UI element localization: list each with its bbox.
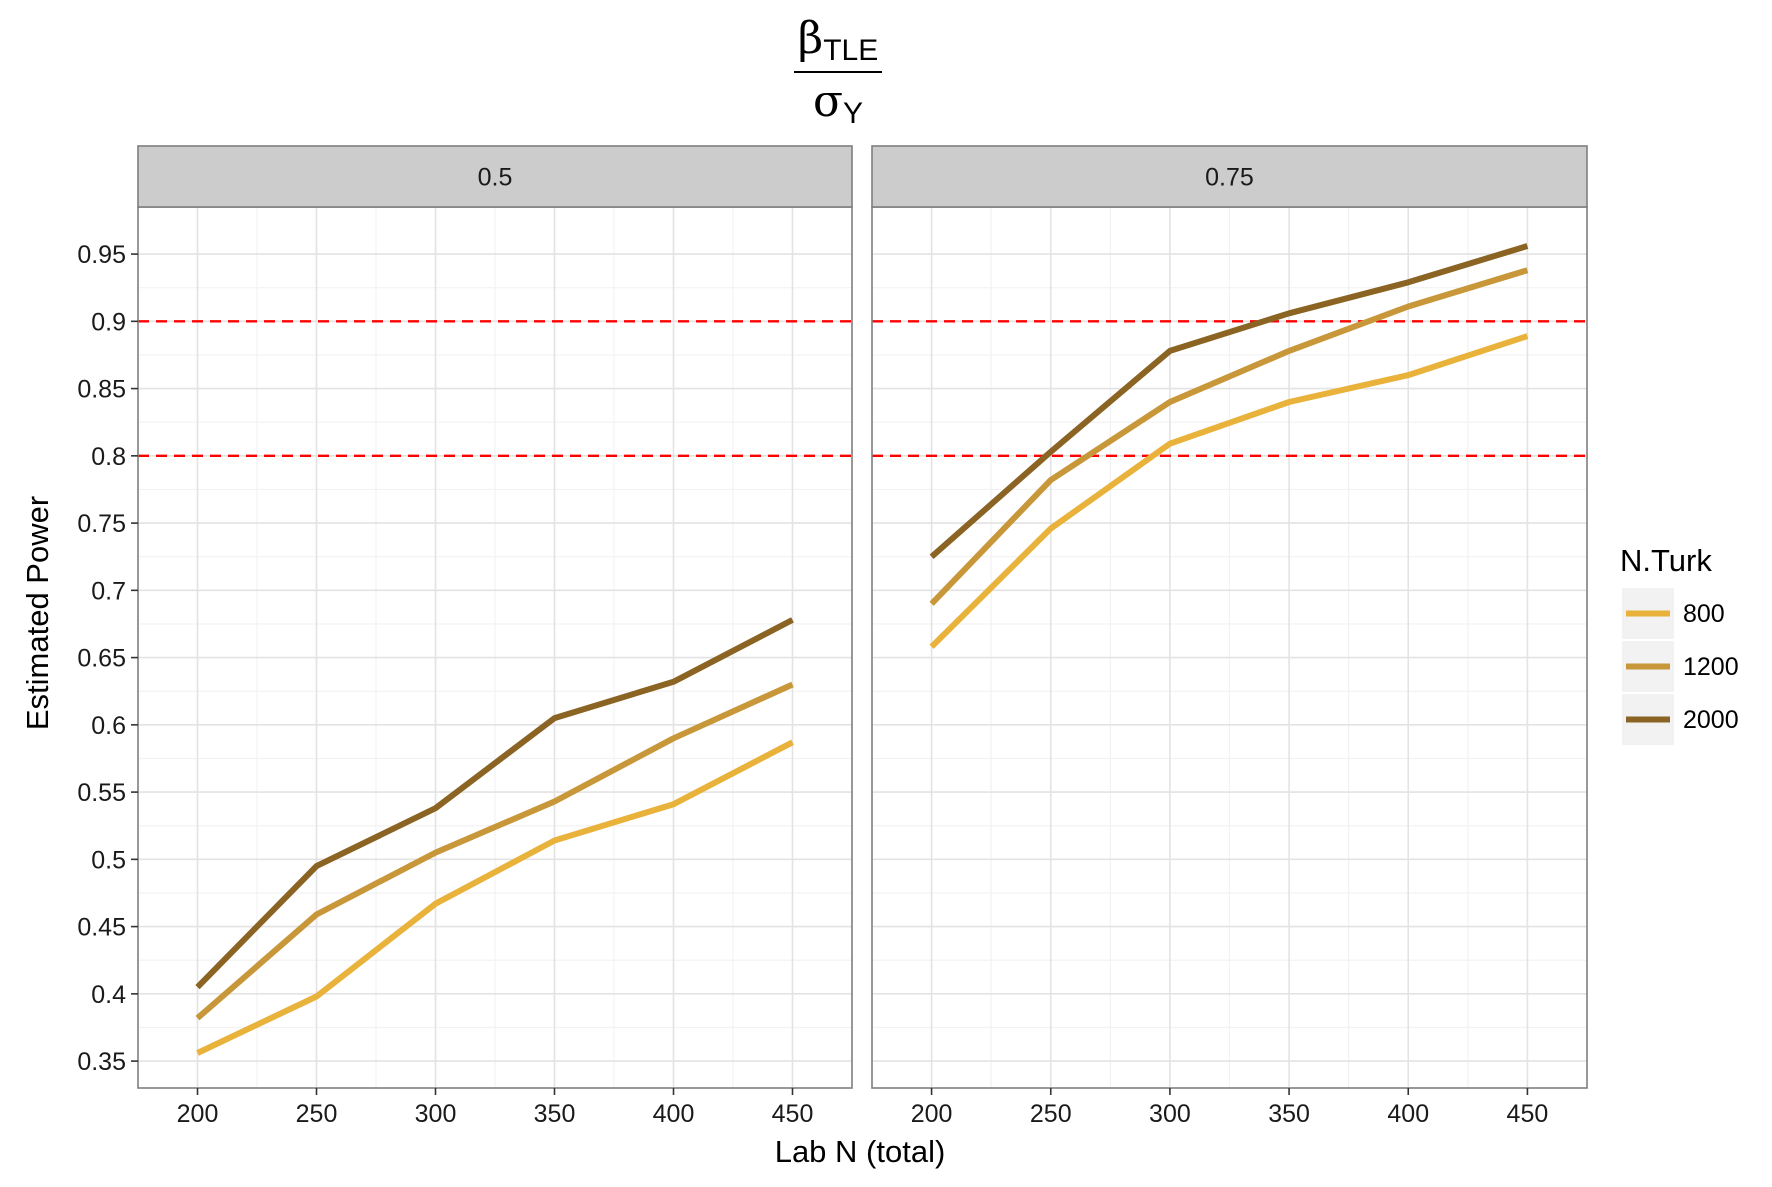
x-tick-label: 350 [1268,1100,1310,1128]
legend: N.Turk 800 1200 2000 [1620,543,1739,746]
legend-label: 2000 [1683,706,1739,734]
title-numerator-symbol: β [798,13,823,64]
x-tick-label: 250 [1030,1100,1072,1128]
y-tick-label: 0.6 [91,712,126,740]
x-tick-label: 400 [1387,1100,1429,1128]
panel-1: 0.5 [138,146,852,1088]
y-tick-label: 0.5 [91,846,126,874]
x-axis-title: Lab N (total) [775,1134,946,1169]
x-tick-label: 450 [1507,1100,1549,1128]
y-tick-label: 0.55 [77,779,126,807]
y-tick-label: 0.75 [77,510,126,538]
y-tick-label: 0.65 [77,645,126,673]
title-numerator-subscript: TLE [823,34,878,67]
legend-item-2000: 2000 [1621,693,1739,746]
x-tick-label: 300 [1149,1100,1191,1128]
y-tick-label: 0.7 [91,577,126,605]
facet-strip-label: 0.75 [1205,164,1254,192]
x-axis: 200 250 300 350 400 450 200 250 300 350 400 450 [177,1088,1549,1128]
title-numerator: βTLE [798,13,878,67]
legend-label: 1200 [1683,653,1739,681]
panel-2: 0.75 [872,146,1587,1088]
title-denominator: σY [813,76,863,130]
facet-strip-label: 0.5 [478,164,513,192]
y-tick-label: 0.9 [91,308,126,336]
chart-title: βTLE σY [794,13,882,130]
y-tick-label: 0.95 [77,241,126,269]
x-tick-label: 450 [772,1100,814,1128]
legend-label: 800 [1683,600,1725,628]
x-tick-label: 200 [177,1100,219,1128]
title-denominator-subscript: Y [843,97,863,130]
legend-item-1200: 1200 [1621,640,1739,693]
y-axis: 0.35 0.4 0.45 0.5 0.55 0.6 0.65 0.7 0.75 0.8 0.85 0… [77,241,138,1076]
x-tick-label: 300 [415,1100,457,1128]
x-tick-label: 250 [296,1100,338,1128]
y-tick-label: 0.35 [77,1048,126,1076]
x-tick-label: 350 [534,1100,576,1128]
panels: 0.5 0.75 [138,146,1587,1088]
y-tick-label: 0.45 [77,914,126,942]
y-tick-label: 0.4 [91,981,126,1009]
y-axis-title: Estimated Power [20,496,55,730]
y-tick-label: 0.8 [91,443,126,471]
legend-item-800: 800 [1621,587,1725,640]
y-tick-label: 0.85 [77,376,126,404]
x-tick-label: 400 [653,1100,695,1128]
title-denominator-symbol: σ [813,76,843,127]
x-tick-label: 200 [911,1100,953,1128]
legend-title: N.Turk [1620,543,1712,578]
